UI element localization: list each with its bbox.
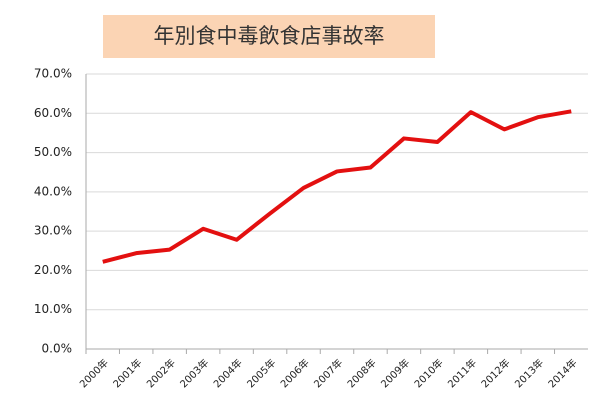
y-tick-label: 20.0% bbox=[34, 263, 72, 277]
series-line bbox=[102, 109, 572, 264]
x-tick-label: 2014年 bbox=[545, 356, 579, 390]
chart-title: 年別食中毒飲食店事故率 bbox=[154, 24, 385, 48]
x-tick-label: 2003年 bbox=[177, 356, 211, 390]
x-tick-label: 2007年 bbox=[311, 356, 345, 390]
title-box bbox=[103, 15, 435, 58]
x-tick-label: 2005年 bbox=[244, 356, 278, 390]
y-tick-label: 30.0% bbox=[34, 224, 72, 238]
y-tick-label: 0.0% bbox=[42, 342, 73, 356]
x-tick-label: 2011年 bbox=[445, 356, 479, 390]
y-tick-label: 40.0% bbox=[34, 184, 72, 198]
x-tick-label: 2012年 bbox=[478, 356, 512, 390]
y-tick-label: 50.0% bbox=[34, 145, 72, 159]
x-tick-label: 2000年 bbox=[77, 356, 111, 390]
y-tick-label: 70.0% bbox=[34, 67, 72, 81]
x-tick-label: 2002年 bbox=[144, 356, 178, 390]
x-tick-label: 2009年 bbox=[378, 356, 412, 390]
x-tick-label: 2008年 bbox=[344, 356, 378, 390]
x-tick-label: 2010年 bbox=[411, 356, 445, 390]
x-tick-label: 2001年 bbox=[110, 356, 144, 390]
y-tick-label: 60.0% bbox=[34, 106, 72, 120]
x-tick-label: 2006年 bbox=[278, 356, 312, 390]
x-tick-label: 2013年 bbox=[512, 356, 546, 390]
y-tick-label: 10.0% bbox=[34, 302, 72, 316]
x-tick-label: 2004年 bbox=[211, 356, 245, 390]
